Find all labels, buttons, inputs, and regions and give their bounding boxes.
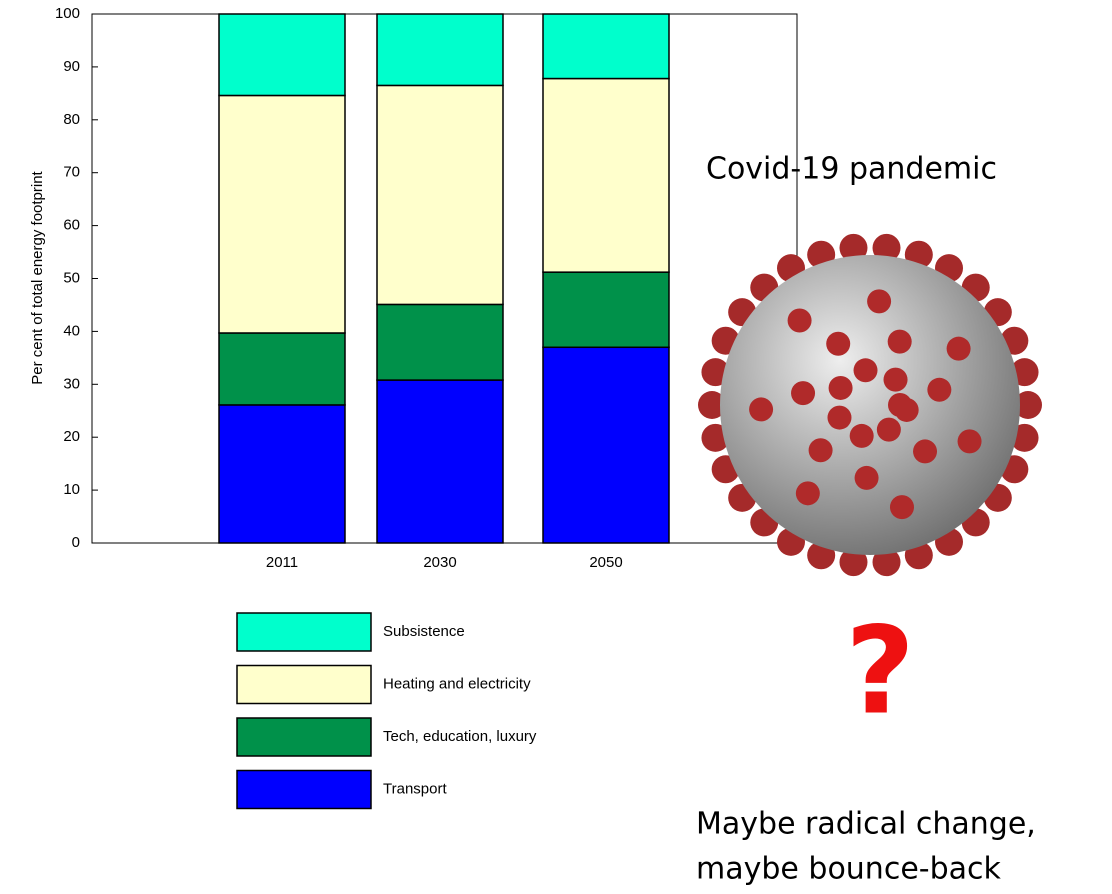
annotation: maybe bounce-back — [696, 852, 1002, 887]
spike — [854, 465, 879, 490]
legend-swatch — [236, 717, 372, 757]
spike — [946, 336, 971, 361]
y-tick-label: 70 — [63, 164, 80, 181]
bar-segment — [376, 303, 504, 381]
annotation: Maybe radical change, — [696, 807, 1036, 842]
bar-segment — [218, 332, 346, 406]
spike — [872, 548, 901, 577]
legend-label: Heating and electricity — [383, 675, 531, 692]
x-tick-label: 2050 — [589, 554, 622, 571]
bar-segment — [542, 13, 670, 80]
legend-label: Tech, education, luxury — [383, 728, 537, 745]
y-tick-label: 20 — [63, 428, 80, 445]
x-tick-label: 2011 — [266, 554, 298, 571]
bar-segment — [542, 77, 670, 273]
legend-label: Subsistence — [383, 623, 465, 640]
annotation: Covid-19 pandemic — [706, 152, 997, 187]
spike — [927, 377, 952, 402]
bar-segment — [218, 404, 346, 544]
spike — [894, 397, 919, 422]
legend-swatch — [236, 664, 372, 705]
bar-segment — [218, 94, 346, 334]
y-tick-label: 30 — [63, 375, 80, 392]
spike — [828, 375, 853, 400]
bar-segment — [218, 13, 346, 97]
bar-segment — [376, 84, 504, 306]
spike — [849, 423, 874, 448]
legend-swatch — [236, 612, 372, 652]
y-axis-label: Per cent of total energy footprint — [29, 170, 46, 384]
spike — [1014, 391, 1042, 419]
spike — [749, 397, 774, 422]
y-tick-label: 0 — [72, 534, 80, 551]
y-tick-label: 10 — [63, 481, 80, 498]
virus-illustration — [698, 233, 1042, 577]
y-tick-label: 50 — [63, 269, 80, 286]
spike — [791, 381, 816, 406]
spike — [872, 233, 901, 262]
bar-segment — [542, 271, 670, 349]
spike — [826, 331, 851, 356]
spike — [867, 289, 892, 314]
spike — [787, 308, 812, 333]
spike — [839, 233, 868, 262]
spike — [698, 391, 726, 419]
spike — [839, 548, 868, 577]
spike — [883, 367, 908, 392]
legend-swatch — [236, 769, 372, 810]
y-tick-label: 60 — [63, 217, 80, 234]
spike — [887, 329, 912, 354]
spike — [795, 481, 820, 506]
y-tick-label: 80 — [63, 111, 80, 128]
x-tick-label: 2030 — [423, 554, 456, 571]
spike — [957, 429, 982, 454]
spike — [889, 495, 914, 520]
question-mark: ? — [845, 603, 915, 742]
bar-segment — [376, 13, 504, 87]
legend-label: Transport — [383, 780, 447, 797]
bar-segment — [376, 379, 504, 544]
spike — [853, 358, 878, 383]
bar-segment — [542, 346, 670, 544]
spike — [808, 438, 833, 463]
y-tick-label: 90 — [63, 58, 80, 75]
spike — [913, 439, 938, 464]
spike — [876, 417, 901, 442]
spike — [827, 405, 852, 430]
y-tick-label: 100 — [55, 5, 80, 22]
y-tick-label: 40 — [63, 322, 80, 339]
